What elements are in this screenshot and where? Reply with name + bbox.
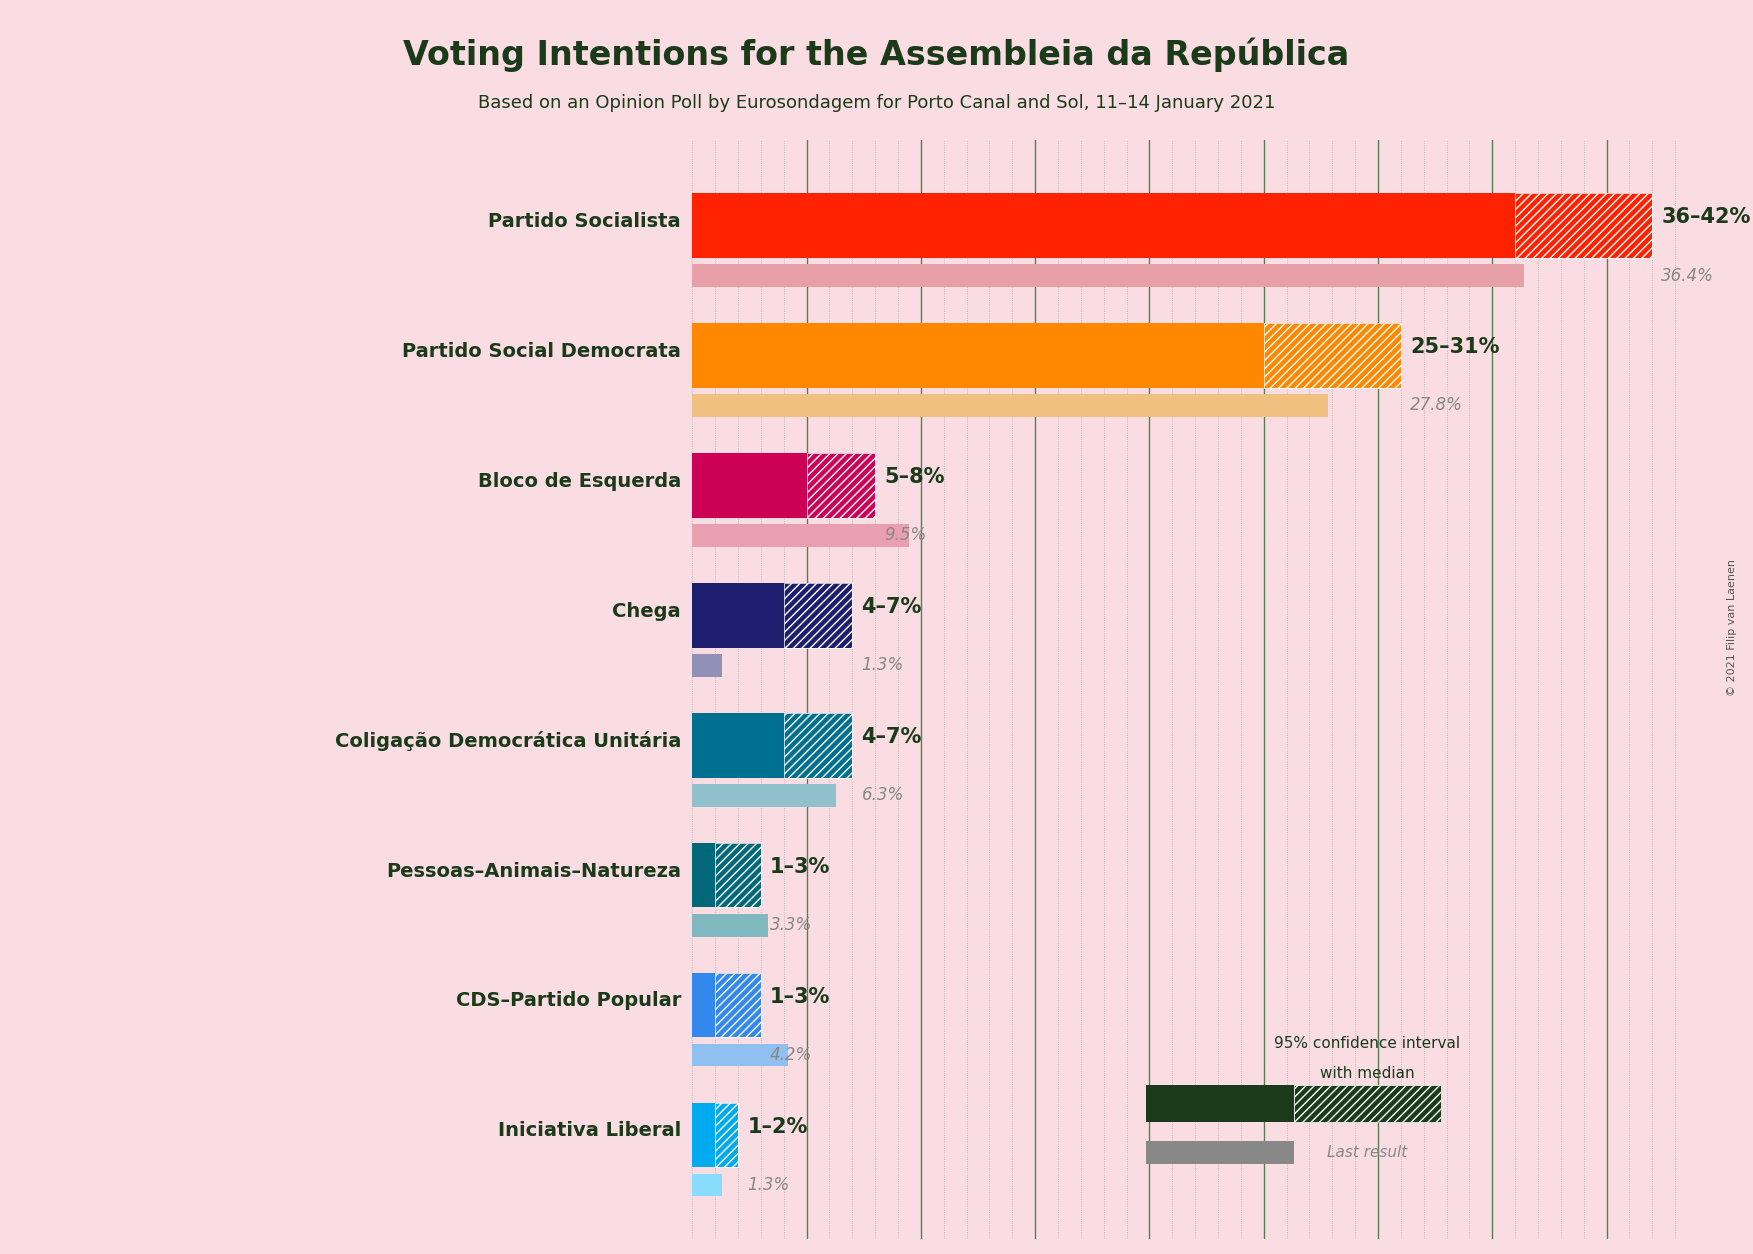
Text: Partido Social Democrata: Partido Social Democrata (401, 342, 680, 361)
Bar (1146, 1085, 1294, 1122)
Bar (784, 583, 852, 647)
Bar (692, 524, 910, 547)
Text: Last result: Last result (1327, 1145, 1408, 1160)
Bar (806, 453, 875, 518)
Bar (715, 1102, 738, 1167)
Bar (692, 714, 784, 777)
Bar (715, 1102, 738, 1167)
Bar (715, 973, 761, 1037)
Bar (1294, 1085, 1441, 1122)
Text: 36.4%: 36.4% (1662, 267, 1714, 285)
Text: 1.3%: 1.3% (747, 1176, 789, 1194)
Bar (715, 843, 761, 908)
Bar (1515, 193, 1653, 258)
Text: © 2021 Filip van Laenen: © 2021 Filip van Laenen (1727, 558, 1737, 696)
Bar (692, 265, 1525, 287)
Text: 3.3%: 3.3% (770, 917, 812, 934)
Text: Bloco de Esquerda: Bloco de Esquerda (477, 472, 680, 490)
Bar (715, 973, 761, 1037)
Text: Partido Socialista: Partido Socialista (489, 212, 680, 231)
Text: Chega: Chega (612, 602, 680, 621)
Text: 6.3%: 6.3% (861, 786, 905, 804)
Text: with median: with median (1320, 1066, 1415, 1081)
Bar (692, 784, 836, 806)
Text: 95% confidence interval: 95% confidence interval (1274, 1036, 1460, 1051)
Text: 1.3%: 1.3% (861, 656, 905, 675)
Bar (806, 453, 875, 518)
Text: 4–7%: 4–7% (861, 727, 922, 747)
Bar (692, 193, 1515, 258)
Bar (784, 583, 852, 647)
Bar (784, 714, 852, 777)
Text: 1–2%: 1–2% (747, 1117, 808, 1136)
Bar (1264, 324, 1401, 387)
Bar (692, 1102, 715, 1167)
Bar (1146, 1141, 1294, 1164)
Bar (692, 973, 715, 1037)
Text: 1–3%: 1–3% (770, 856, 831, 877)
Bar (1515, 193, 1653, 258)
Text: Iniciativa Liberal: Iniciativa Liberal (498, 1121, 680, 1140)
Text: 1–3%: 1–3% (770, 987, 831, 1007)
Bar (692, 394, 1327, 416)
Bar (692, 1043, 789, 1066)
Text: 4–7%: 4–7% (861, 597, 922, 617)
Text: Pessoas–Animais–Natureza: Pessoas–Animais–Natureza (386, 861, 680, 880)
Text: 9.5%: 9.5% (884, 527, 927, 544)
Text: 36–42%: 36–42% (1662, 207, 1751, 227)
Bar (692, 914, 768, 937)
Text: Coligação Democrática Unitária: Coligação Democrática Unitária (335, 731, 680, 751)
Text: 4.2%: 4.2% (770, 1046, 812, 1065)
Text: 5–8%: 5–8% (884, 468, 945, 487)
Text: 25–31%: 25–31% (1409, 337, 1499, 357)
Bar (692, 653, 722, 677)
Bar (1264, 324, 1401, 387)
Bar (692, 583, 784, 647)
Bar (692, 453, 806, 518)
Text: 27.8%: 27.8% (1409, 396, 1464, 414)
Text: Based on an Opinion Poll by Eurosondagem for Porto Canal and Sol, 11–14 January : Based on an Opinion Poll by Eurosondagem… (479, 94, 1274, 112)
Bar (692, 324, 1264, 387)
Bar (715, 843, 761, 908)
Bar (692, 843, 715, 908)
Bar (784, 714, 852, 777)
Text: CDS–Partido Popular: CDS–Partido Popular (456, 992, 680, 1011)
Text: Voting Intentions for the Assembleia da República: Voting Intentions for the Assembleia da … (403, 38, 1350, 73)
Bar (692, 1174, 722, 1196)
